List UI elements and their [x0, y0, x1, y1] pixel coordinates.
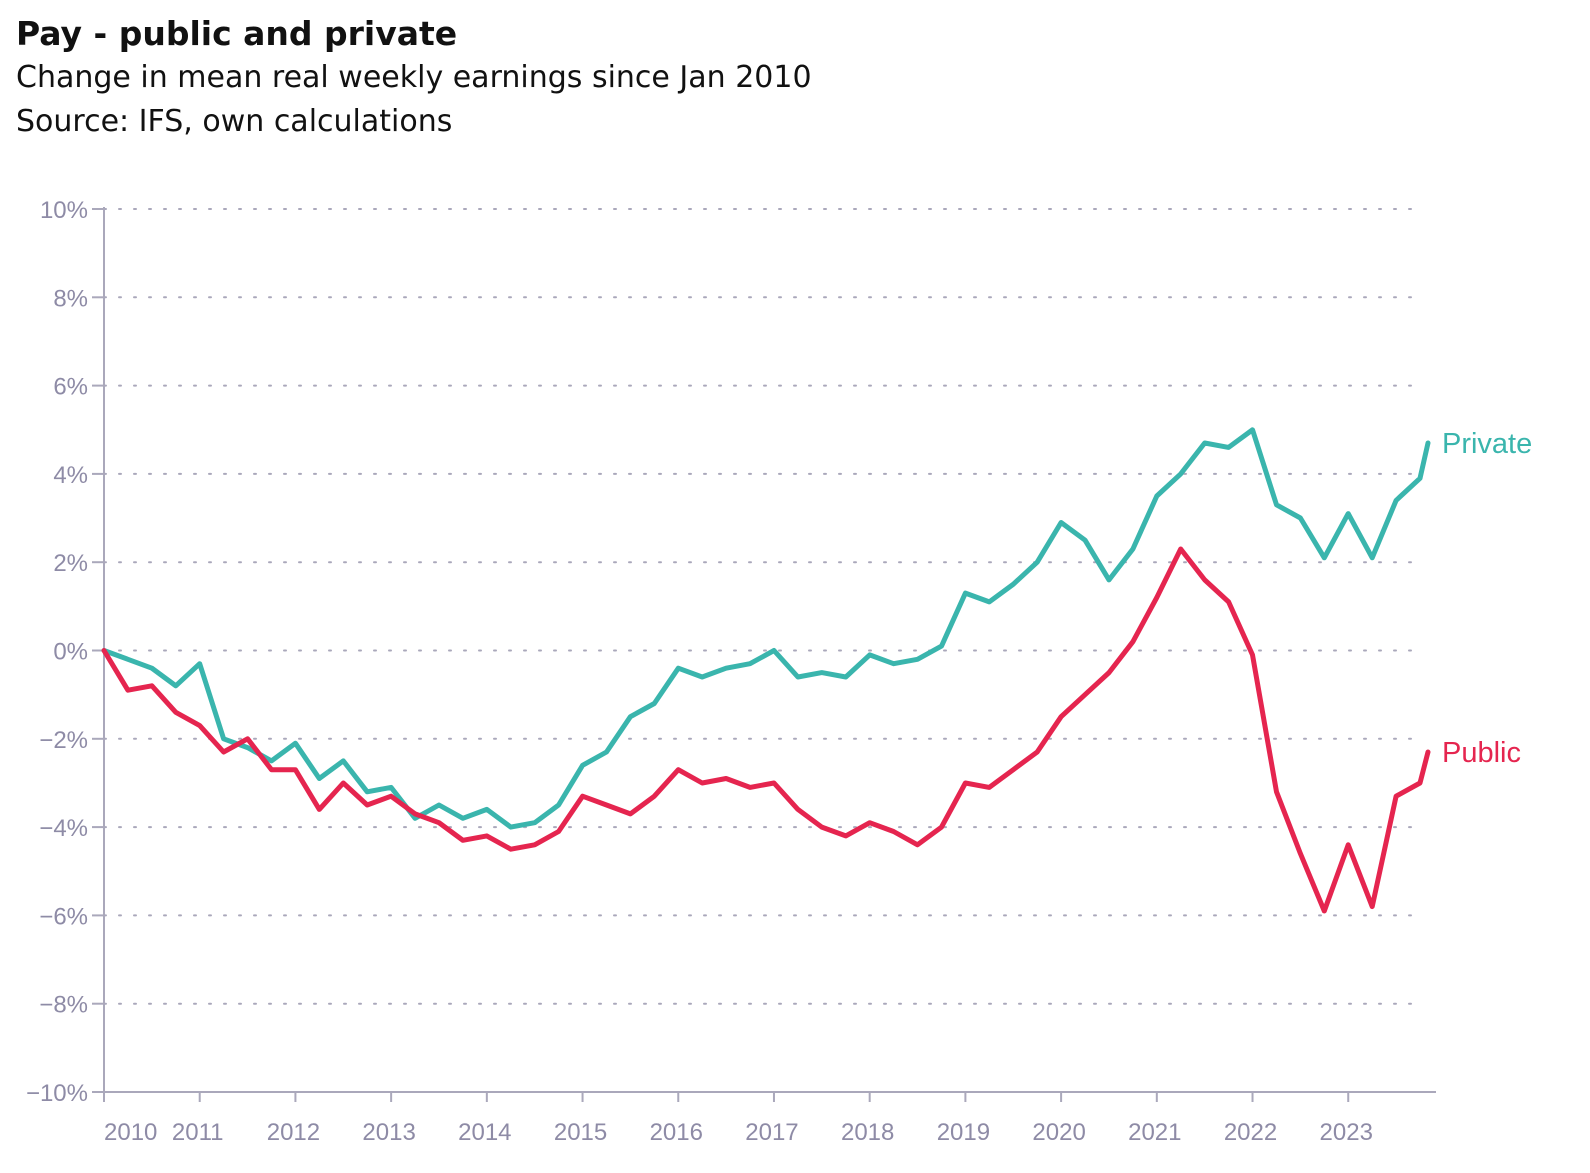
- x-tick-label: 2016: [650, 1119, 703, 1146]
- y-tick-label: 2%: [53, 550, 88, 577]
- y-tick-label: −6%: [39, 903, 88, 930]
- y-tick-label: 8%: [53, 285, 88, 312]
- x-tick-label: 2011: [172, 1119, 224, 1146]
- y-tick-label: 6%: [53, 374, 88, 401]
- series-labels: Private Public: [1442, 428, 1532, 769]
- chart-source: Source: IFS, own calculations: [16, 104, 453, 139]
- y-tick-label: −4%: [39, 815, 88, 842]
- x-tick-label: 2020: [1032, 1119, 1085, 1146]
- y-tick-label: −2%: [39, 727, 88, 754]
- x-tick-label: 2019: [937, 1119, 990, 1146]
- y-tick-label: −8%: [39, 992, 88, 1019]
- y-tick-label: 4%: [53, 462, 88, 489]
- x-tick-label: 2021: [1128, 1119, 1181, 1146]
- y-axis-ticks: 10% 8% 6% 4% 2% 0% −2% −4% −6% −8% −10%: [26, 197, 104, 1107]
- series-lines: [101, 427, 1431, 914]
- x-tick-label: 2010: [104, 1119, 157, 1146]
- private-series-label: Private: [1442, 428, 1532, 460]
- public-series-label: Public: [1442, 737, 1521, 769]
- x-tick-label: 2023: [1320, 1119, 1373, 1146]
- y-tick-label: 0%: [53, 639, 88, 666]
- x-tick-label: 2022: [1224, 1119, 1277, 1146]
- x-tick-label: 2015: [554, 1119, 607, 1146]
- private-series-line: [101, 427, 1431, 830]
- axes: [103, 207, 1436, 1093]
- y-tick-label: 10%: [40, 197, 88, 224]
- x-tick-label: 2013: [362, 1119, 415, 1146]
- chart-subtitle: Change in mean real weekly earnings sinc…: [16, 60, 812, 95]
- public-series-line: [101, 546, 1431, 914]
- x-tick-label: 2012: [267, 1119, 320, 1146]
- y-tick-label: −10%: [26, 1080, 88, 1107]
- x-tick-label: 2018: [841, 1119, 894, 1146]
- x-tick-label: 2014: [458, 1119, 511, 1146]
- gridlines: [103, 208, 1421, 1005]
- x-tick-label: 2017: [745, 1119, 798, 1146]
- chart-title: Pay - public and private: [16, 14, 458, 53]
- x-axis-ticks: 2010 2011 2012 2013 2014 2015 2016 2017 2018 2019…: [103, 1092, 1373, 1146]
